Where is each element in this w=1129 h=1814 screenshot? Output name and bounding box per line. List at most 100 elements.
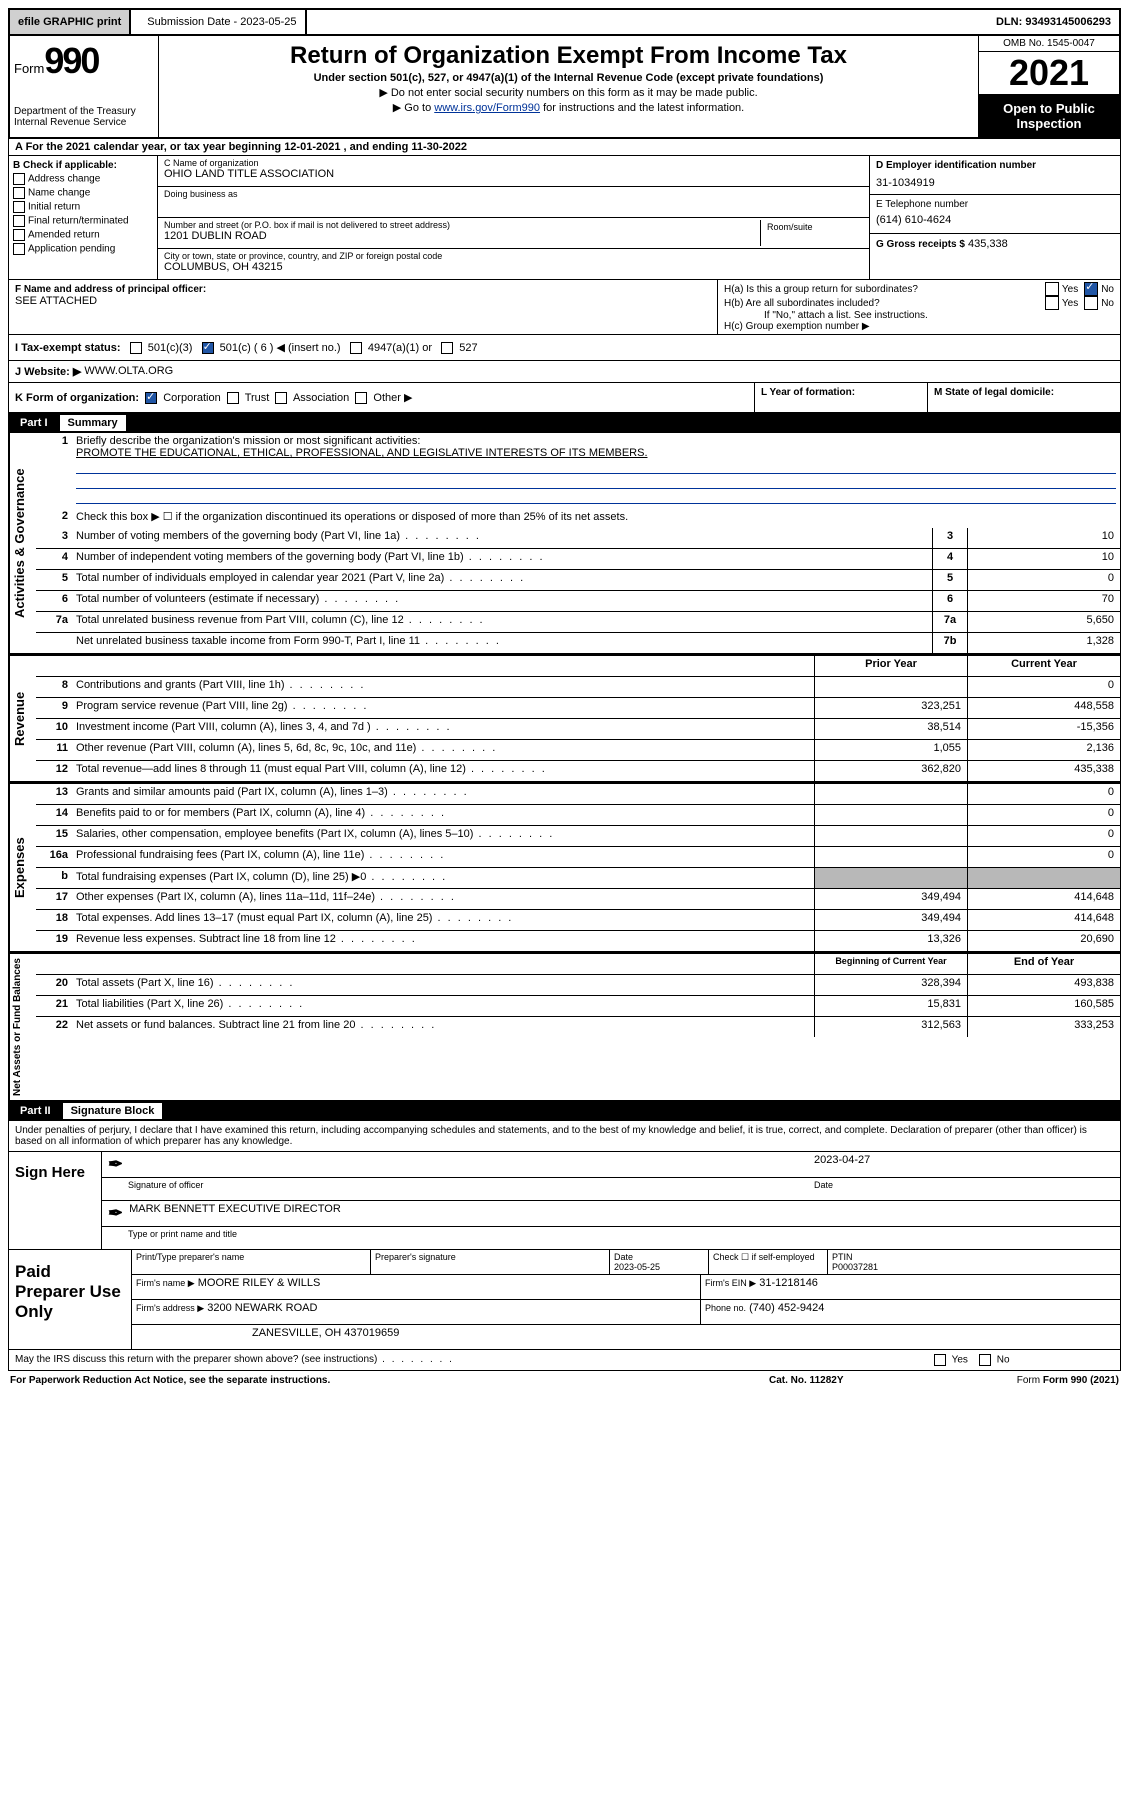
perjury-declaration: Under penalties of perjury, I declare th… xyxy=(9,1121,1120,1152)
irs-discuss-row: May the IRS discuss this return with the… xyxy=(8,1350,1121,1371)
table-row: 15Salaries, other compensation, employee… xyxy=(36,826,1120,847)
signature-block: Under penalties of perjury, I declare th… xyxy=(8,1121,1121,1350)
form-title: Return of Organization Exempt From Incom… xyxy=(167,42,970,70)
table-row: 3Number of voting members of the governi… xyxy=(36,528,1120,549)
identity-block: B Check if applicable: Address change Na… xyxy=(8,156,1121,280)
form-subtitle: Under section 501(c), 527, or 4947(a)(1)… xyxy=(167,72,970,84)
chk-527[interactable] xyxy=(441,342,453,354)
table-row: 21Total liabilities (Part X, line 26)15,… xyxy=(36,996,1120,1017)
h-a: H(a) Is this a group return for subordin… xyxy=(724,284,1045,295)
org-name: OHIO LAND TITLE ASSOCIATION xyxy=(164,168,863,180)
ha-no[interactable] xyxy=(1084,282,1098,296)
h-b: H(b) Are all subordinates included? xyxy=(724,298,1045,309)
chk-trust[interactable] xyxy=(227,392,239,404)
page-footer: For Paperwork Reduction Act Notice, see … xyxy=(8,1371,1121,1390)
table-row: 11Other revenue (Part VIII, column (A), … xyxy=(36,740,1120,761)
officer-name: MARK BENNETT EXECUTIVE DIRECTOR xyxy=(129,1203,341,1224)
mission: PROMOTE THE EDUCATIONAL, ETHICAL, PROFES… xyxy=(76,447,648,459)
chk-name-change[interactable]: Name change xyxy=(13,187,153,199)
state-domicile-label: M State of legal domicile: xyxy=(928,383,1120,412)
year-formation-label: L Year of formation: xyxy=(755,383,928,412)
discuss-yes[interactable] xyxy=(934,1354,946,1366)
part-1-header: Part I Summary xyxy=(8,413,1121,433)
chk-association[interactable] xyxy=(275,392,287,404)
hdr-beginning: Beginning of Current Year xyxy=(814,954,967,974)
row-j: J Website: ▶ WWW.OLTA.ORG xyxy=(8,361,1121,383)
form-note-2: ▶ Go to www.irs.gov/Form990 for instruct… xyxy=(167,101,970,114)
efile-print-button[interactable]: efile GRAPHIC print xyxy=(10,10,131,34)
chk-initial-return[interactable]: Initial return xyxy=(13,201,153,213)
table-row: 13Grants and similar amounts paid (Part … xyxy=(36,784,1120,805)
box-b: B Check if applicable: Address change Na… xyxy=(9,156,158,279)
form-note-1: ▶ Do not enter social security numbers o… xyxy=(167,86,970,99)
tax-year: 2021 xyxy=(979,52,1119,95)
form-number: 990 xyxy=(44,40,98,81)
table-row: 16aProfessional fundraising fees (Part I… xyxy=(36,847,1120,868)
ha-yes[interactable] xyxy=(1045,282,1059,296)
table-row: 18Total expenses. Add lines 13–17 (must … xyxy=(36,910,1120,931)
hb-yes[interactable] xyxy=(1045,296,1059,310)
table-row: 10Investment income (Part VIII, column (… xyxy=(36,719,1120,740)
hb-no[interactable] xyxy=(1084,296,1098,310)
top-bar: efile GRAPHIC print Submission Date - 20… xyxy=(8,8,1121,36)
vlabel-revenue: Revenue xyxy=(9,656,36,781)
hdr-end: End of Year xyxy=(967,954,1120,974)
telephone: (614) 610-4624 xyxy=(876,210,1114,226)
chk-501c[interactable] xyxy=(202,342,214,354)
submission-date: Submission Date - 2023-05-25 xyxy=(139,10,306,34)
line-2: Check this box ▶ ☐ if the organization d… xyxy=(72,508,1120,528)
vlabel-expenses: Expenses xyxy=(9,784,36,951)
open-to-public: Open to Public Inspection xyxy=(979,95,1119,137)
chk-corporation[interactable] xyxy=(145,392,157,404)
hb-note: If "No," attach a list. See instructions… xyxy=(724,310,1114,321)
hdr-current-year: Current Year xyxy=(967,656,1120,676)
vlabel-activities: Activities & Governance xyxy=(9,433,36,653)
chk-final-return[interactable]: Final return/terminated xyxy=(13,215,153,227)
table-row: 19Revenue less expenses. Subtract line 1… xyxy=(36,931,1120,951)
sig-date: 2023-04-27 xyxy=(814,1154,1114,1175)
ein: 31-1034919 xyxy=(876,171,1114,189)
sign-here-label: Sign Here xyxy=(9,1152,102,1249)
firm-address-1: 3200 NEWARK ROAD xyxy=(207,1302,317,1314)
table-row: 14Benefits paid to or for members (Part … xyxy=(36,805,1120,826)
form-word: Form xyxy=(14,61,44,76)
chk-address-change[interactable]: Address change xyxy=(13,173,153,185)
box-c: C Name of organization OHIO LAND TITLE A… xyxy=(158,156,870,279)
table-row: 4Number of independent voting members of… xyxy=(36,549,1120,570)
omb-number: OMB No. 1545-0047 xyxy=(979,36,1119,52)
vlabel-net-assets: Net Assets or Fund Balances xyxy=(9,954,36,1100)
part-2-header: Part II Signature Block xyxy=(8,1101,1121,1121)
firm-address-2: ZANESVILLE, OH 437019659 xyxy=(132,1325,1120,1349)
row-a-tax-year: A For the 2021 calendar year, or tax yea… xyxy=(8,139,1121,156)
table-row: 9Program service revenue (Part VIII, lin… xyxy=(36,698,1120,719)
department: Department of the Treasury Internal Reve… xyxy=(14,106,154,128)
form-header: Form990 Department of the Treasury Inter… xyxy=(8,36,1121,139)
city-state-zip: COLUMBUS, OH 43215 xyxy=(164,261,863,273)
self-employed-check[interactable]: Check ☐ if self-employed xyxy=(709,1250,828,1274)
box-d: D Employer identification number 31-1034… xyxy=(870,156,1120,279)
table-row: 17Other expenses (Part IX, column (A), l… xyxy=(36,889,1120,910)
prep-date: 2023-05-25 xyxy=(614,1262,660,1272)
website: WWW.OLTA.ORG xyxy=(84,365,173,378)
chk-other[interactable] xyxy=(355,392,367,404)
firm-ein: 31-1218146 xyxy=(759,1277,818,1289)
street-address: 1201 DUBLIN ROAD xyxy=(164,230,760,242)
discuss-no[interactable] xyxy=(979,1354,991,1366)
chk-501c3[interactable] xyxy=(130,342,142,354)
table-row: Net unrelated business taxable income fr… xyxy=(36,633,1120,653)
chk-amended-return[interactable]: Amended return xyxy=(13,229,153,241)
paid-preparer-label: Paid Preparer Use Only xyxy=(9,1250,132,1349)
pen-icon: ✒ xyxy=(108,1203,123,1224)
table-row: 5Total number of individuals employed in… xyxy=(36,570,1120,591)
table-row: 12Total revenue—add lines 8 through 11 (… xyxy=(36,761,1120,781)
firm-name: MOORE RILEY & WILLS xyxy=(198,1277,321,1289)
h-c: H(c) Group exemption number ▶ xyxy=(724,321,1114,332)
ptin: P00037281 xyxy=(832,1262,878,1272)
table-row: 7aTotal unrelated business revenue from … xyxy=(36,612,1120,633)
chk-application-pending[interactable]: Application pending xyxy=(13,243,153,255)
chk-4947[interactable] xyxy=(350,342,362,354)
table-row: bTotal fundraising expenses (Part IX, co… xyxy=(36,868,1120,889)
principal-officer: SEE ATTACHED xyxy=(15,295,711,307)
irs-link[interactable]: www.irs.gov/Form990 xyxy=(434,102,540,114)
row-i: I Tax-exempt status: 501(c)(3) 501(c) ( … xyxy=(8,335,1121,361)
